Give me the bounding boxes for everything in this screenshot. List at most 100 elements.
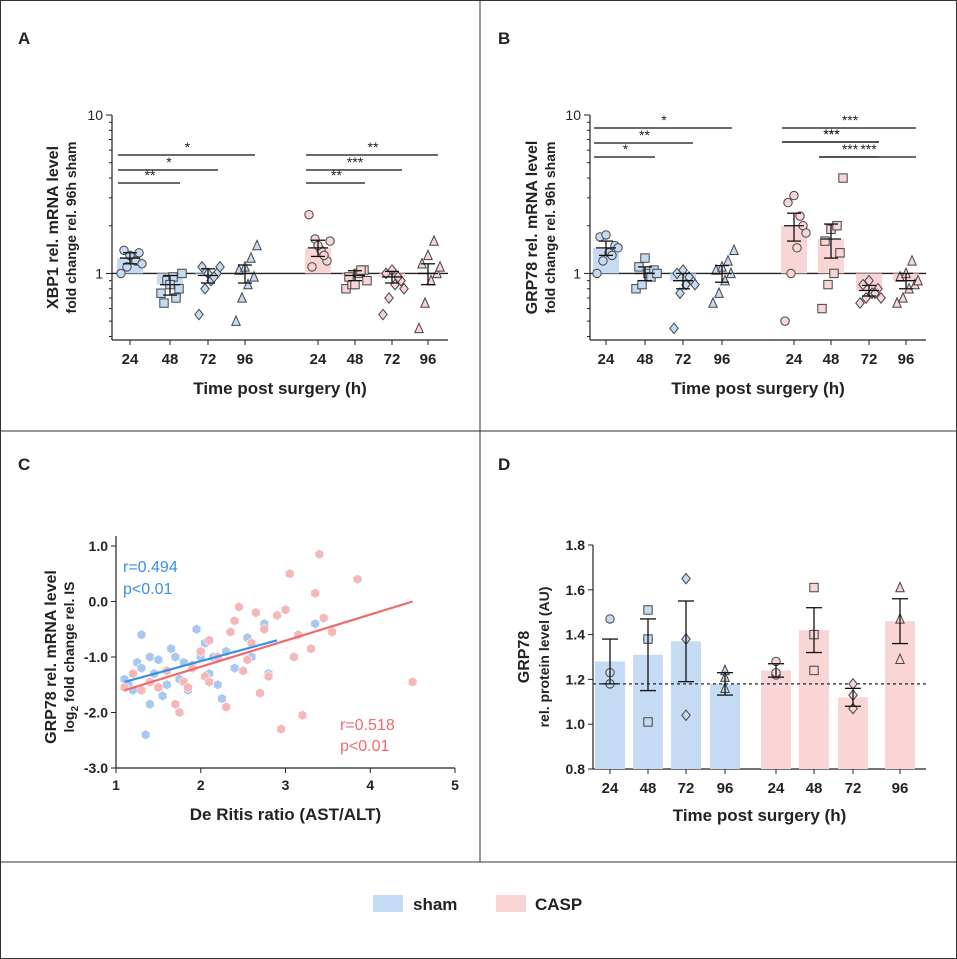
significance-label: *** [860,141,877,157]
x-tick-label: 96 [714,351,731,368]
fit-line-sham [124,639,278,684]
data-point [895,652,905,664]
x-tick-label: 24 [122,351,139,368]
scatter-point-sham [153,654,163,666]
scatter-point-casp [306,643,316,655]
y-subtitle-subscript: 2 [70,706,81,712]
scatter-point-casp [314,548,325,560]
data-point [835,248,845,258]
y-tick-label: 10 [565,107,581,123]
data-point [243,278,253,290]
y-tick-label: 1 [573,265,581,281]
data-point [895,581,905,593]
scatter-point-casp [327,626,337,638]
data-point [325,236,335,246]
data-point [116,268,126,279]
data-point [304,209,314,220]
x-tick-label: 72 [678,780,695,797]
y-axis-title: GRP78 [516,631,533,684]
legend-swatch-sham [373,895,403,912]
scatter-point-casp [128,668,138,679]
data-point [598,256,608,266]
scatter-point-casp [285,568,295,580]
legend-label-casp: CASP [535,895,582,914]
data-point [200,282,210,295]
significance-label: * [185,139,191,155]
y-tick-label: -2.0 [84,705,108,721]
scatter-point-casp [251,607,261,618]
scatter-point-casp [196,646,206,657]
scatter-point-casp [170,698,180,710]
legend-label-sham: sham [413,895,457,914]
data-point [307,262,317,272]
scatter-point-sham [145,698,155,710]
scatter-point-sham [191,623,202,635]
x-tick-label: 4 [366,777,374,793]
panel-label-c: C [18,455,30,474]
y-tick-label: 1.8 [566,537,586,553]
significance-label: ** [145,167,156,183]
data-point [643,605,653,615]
y-tick-label: 1 [95,265,103,281]
scatter-point-sham [166,643,176,655]
data-point [344,272,354,282]
y-axis-subtitle: fold change rel. 96h sham [542,142,558,314]
data-point [362,275,372,286]
data-point [171,293,181,303]
x-tick-label: 72 [845,780,862,797]
scatter-point-sham [310,618,320,630]
data-point [829,268,839,279]
data-point [177,268,187,279]
scatter-point-sham [162,679,172,691]
data-point [820,236,830,246]
scatter-point-casp [225,626,235,638]
scatter-point-casp [297,709,308,721]
scatter-point-casp [183,682,193,693]
x-tick-label: 5 [451,777,459,793]
scatter-point-casp [272,610,282,621]
bar [761,670,791,769]
data-point [643,717,653,727]
data-point [605,614,615,624]
data-point [669,322,679,335]
x-axis-title: Time post surgery (h) [673,806,847,825]
data-point [231,314,241,326]
x-tick-label: 48 [806,780,823,797]
x-tick-label: 72 [675,351,692,368]
significance-label: * [661,112,667,128]
y-axis-subtitle: log2 fold change rel. IS [61,581,81,732]
sham-r-label: r=0.494 [123,559,178,576]
x-tick-label: 24 [598,351,615,368]
y-tick-label: 0.8 [566,761,586,777]
data-point [792,243,802,253]
data-point [855,297,865,310]
scatter-point-casp [255,687,265,699]
data-point [640,253,650,263]
scatter-point-sham [170,651,180,663]
data-point [429,234,439,246]
scatter-point-casp [204,635,214,646]
data-point [848,677,858,690]
data-point [237,291,247,303]
significance-label: *** [347,154,364,170]
data-point [215,260,225,273]
data-point [435,260,445,272]
legend: sham CASP [373,895,582,914]
y-tick-label: 1.0 [566,716,586,732]
data-point [137,259,147,269]
y-subtitle-prefix: log [61,712,77,733]
data-point [319,250,329,261]
data-point [786,268,796,279]
data-point [795,211,805,221]
y-tick-label: -3.0 [84,760,108,776]
x-tick-label: 72 [384,351,401,368]
data-point [817,303,827,314]
scatter-point-sham [136,662,147,674]
data-point [378,308,388,321]
data-point [384,291,394,304]
x-tick-label: 96 [717,780,734,797]
data-point [832,221,842,231]
scatter-point-casp [119,682,130,693]
x-tick-label: 24 [768,780,785,797]
